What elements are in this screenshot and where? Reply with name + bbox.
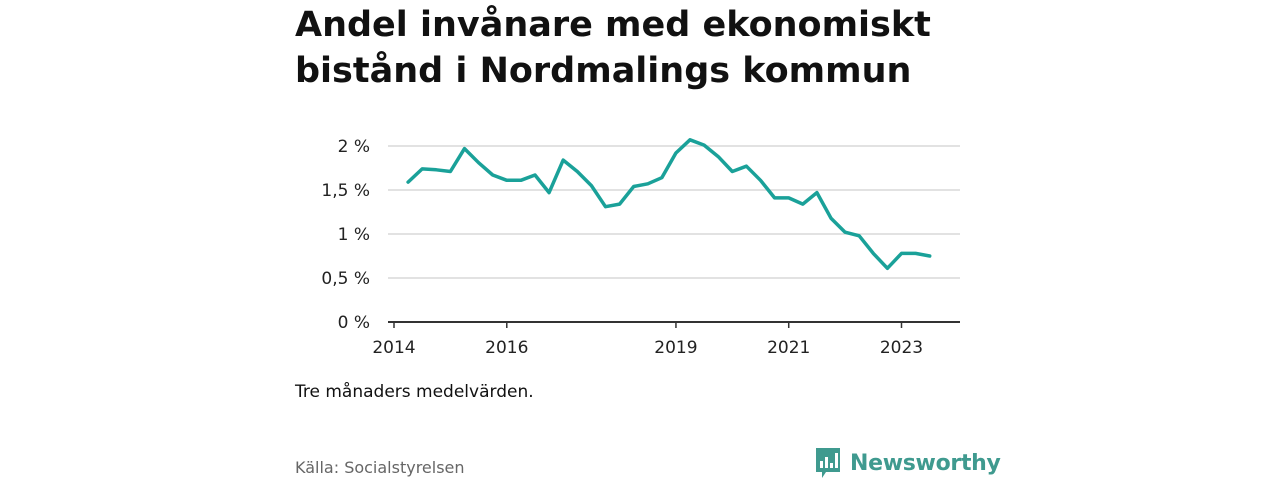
series-line — [406, 138, 932, 271]
x-tick-label: 2021 — [767, 338, 810, 358]
newsworthy-brand[interactable]: Newsworthy — [814, 446, 1001, 480]
chart-title: Andel invånare med ekonomiskt bistånd i … — [295, 5, 931, 91]
chart-note: Tre månaders medelvärden. — [295, 382, 534, 402]
x-tick-label: 2019 — [654, 338, 697, 358]
y-tick-label: 2 % — [338, 137, 370, 157]
y-tick-label: 0,5 % — [321, 269, 370, 289]
y-tick-label: 1 % — [338, 225, 370, 245]
y-tick-label: 0 % — [338, 313, 370, 333]
source-credit: Källa: Socialstyrelsen — [295, 458, 465, 477]
y-axis-tick-labels: 0 % 0,5 % 1 % 1,5 % 2 % — [321, 137, 370, 333]
x-axis-tick-labels: 2014 2016 2019 2021 2023 — [372, 338, 923, 358]
x-tick-label: 2023 — [880, 338, 923, 358]
x-tick-label: 2016 — [485, 338, 528, 358]
brand-name: Newsworthy — [850, 450, 1001, 476]
newsworthy-logo-icon — [816, 448, 840, 478]
x-tick-label: 2014 — [372, 338, 415, 358]
y-tick-label: 1,5 % — [321, 181, 370, 201]
x-axis — [388, 321, 960, 328]
gridlines — [388, 145, 960, 279]
series-group — [406, 138, 932, 271]
